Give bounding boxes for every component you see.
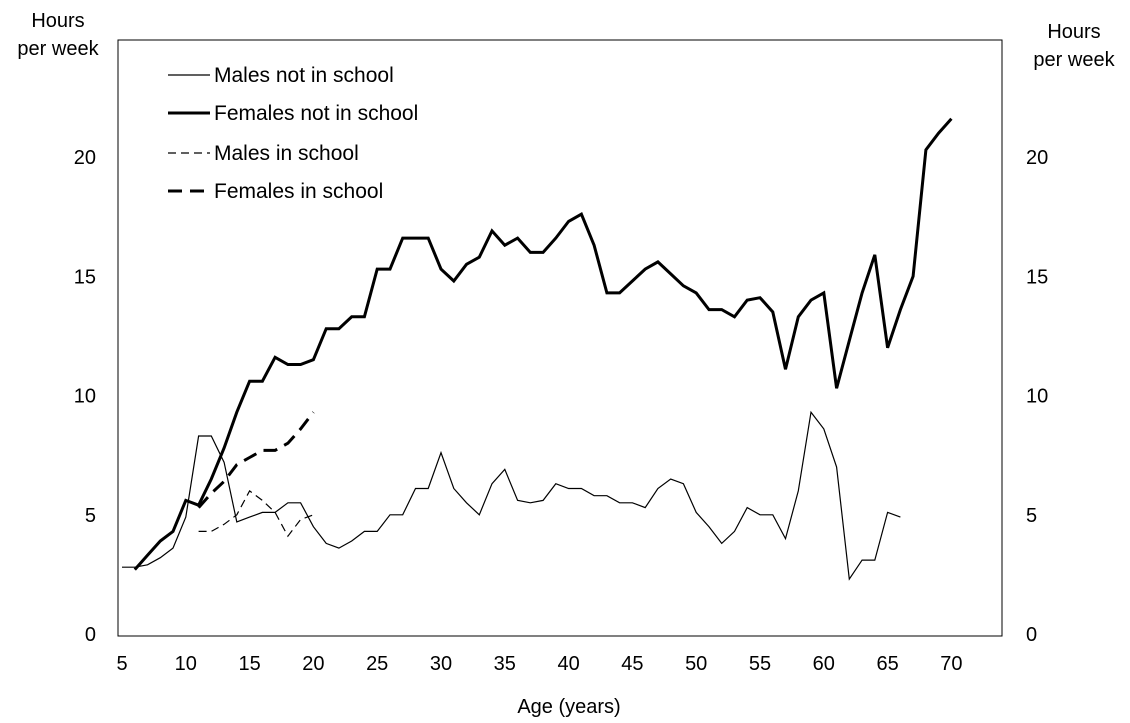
series-line-females-not-in-school (133, 117, 953, 571)
legend-label-males-not-in-school: Males not in school (214, 64, 394, 87)
x-tick-label: 70 (940, 653, 962, 675)
series-line-males-in-school (198, 490, 314, 538)
x-tick-label: 40 (557, 653, 579, 675)
series-line-males-not-in-school (122, 410, 901, 581)
left-y-tick-label: 15 (74, 266, 96, 288)
x-tick-label: 45 (621, 653, 643, 675)
x-axis-tick-labels: 5 10 15 20 25 30 35 40 45 50 55 60 65 70 (116, 653, 962, 675)
x-tick-label: 60 (813, 653, 835, 675)
series-lines (122, 117, 953, 581)
x-tick-label: 30 (430, 653, 452, 675)
x-tick-label: 20 (302, 653, 324, 675)
x-tick-label: 10 (175, 653, 197, 675)
x-tick-label: 50 (685, 653, 707, 675)
x-tick-label: 25 (366, 653, 388, 675)
right-y-tick-label: 15 (1026, 266, 1048, 288)
right-y-axis-title-line-2: per week (1033, 49, 1115, 71)
legend-label-females-in-school: Females in school (214, 180, 383, 203)
x-axis-title: Age (years) (517, 696, 620, 718)
legend-label-females-not-in-school: Females not in school (214, 102, 418, 125)
right-y-tick-label: 0 (1026, 624, 1037, 646)
left-y-axis-title-line-1: Hours (31, 10, 84, 32)
x-tick-label: 65 (876, 653, 898, 675)
left-y-tick-label: 20 (74, 147, 96, 169)
x-tick-label: 15 (238, 653, 260, 675)
plot-frame (117, 39, 1003, 637)
right-y-tick-label: 5 (1026, 505, 1037, 527)
left-y-tick-label: 5 (85, 505, 96, 527)
right-y-axis-tick-labels: 0 5 10 15 20 (1026, 147, 1048, 646)
legend: Males not in school Females not in schoo… (168, 64, 418, 203)
left-y-tick-label: 0 (85, 624, 96, 646)
left-y-tick-label: 10 (74, 386, 96, 408)
legend-label-males-in-school: Males in school (214, 142, 359, 165)
x-tick-label: 55 (749, 653, 771, 675)
x-tick-label: 35 (494, 653, 516, 675)
x-tick-label: 5 (116, 653, 127, 675)
right-y-tick-label: 20 (1026, 147, 1048, 169)
right-y-axis-title-line-1: Hours (1047, 21, 1100, 43)
right-y-tick-label: 10 (1026, 386, 1048, 408)
series-line-females-in-school (197, 411, 315, 509)
left-y-axis-title-line-2: per week (17, 38, 99, 60)
left-y-axis-tick-labels: 0 5 10 15 20 (74, 147, 96, 646)
